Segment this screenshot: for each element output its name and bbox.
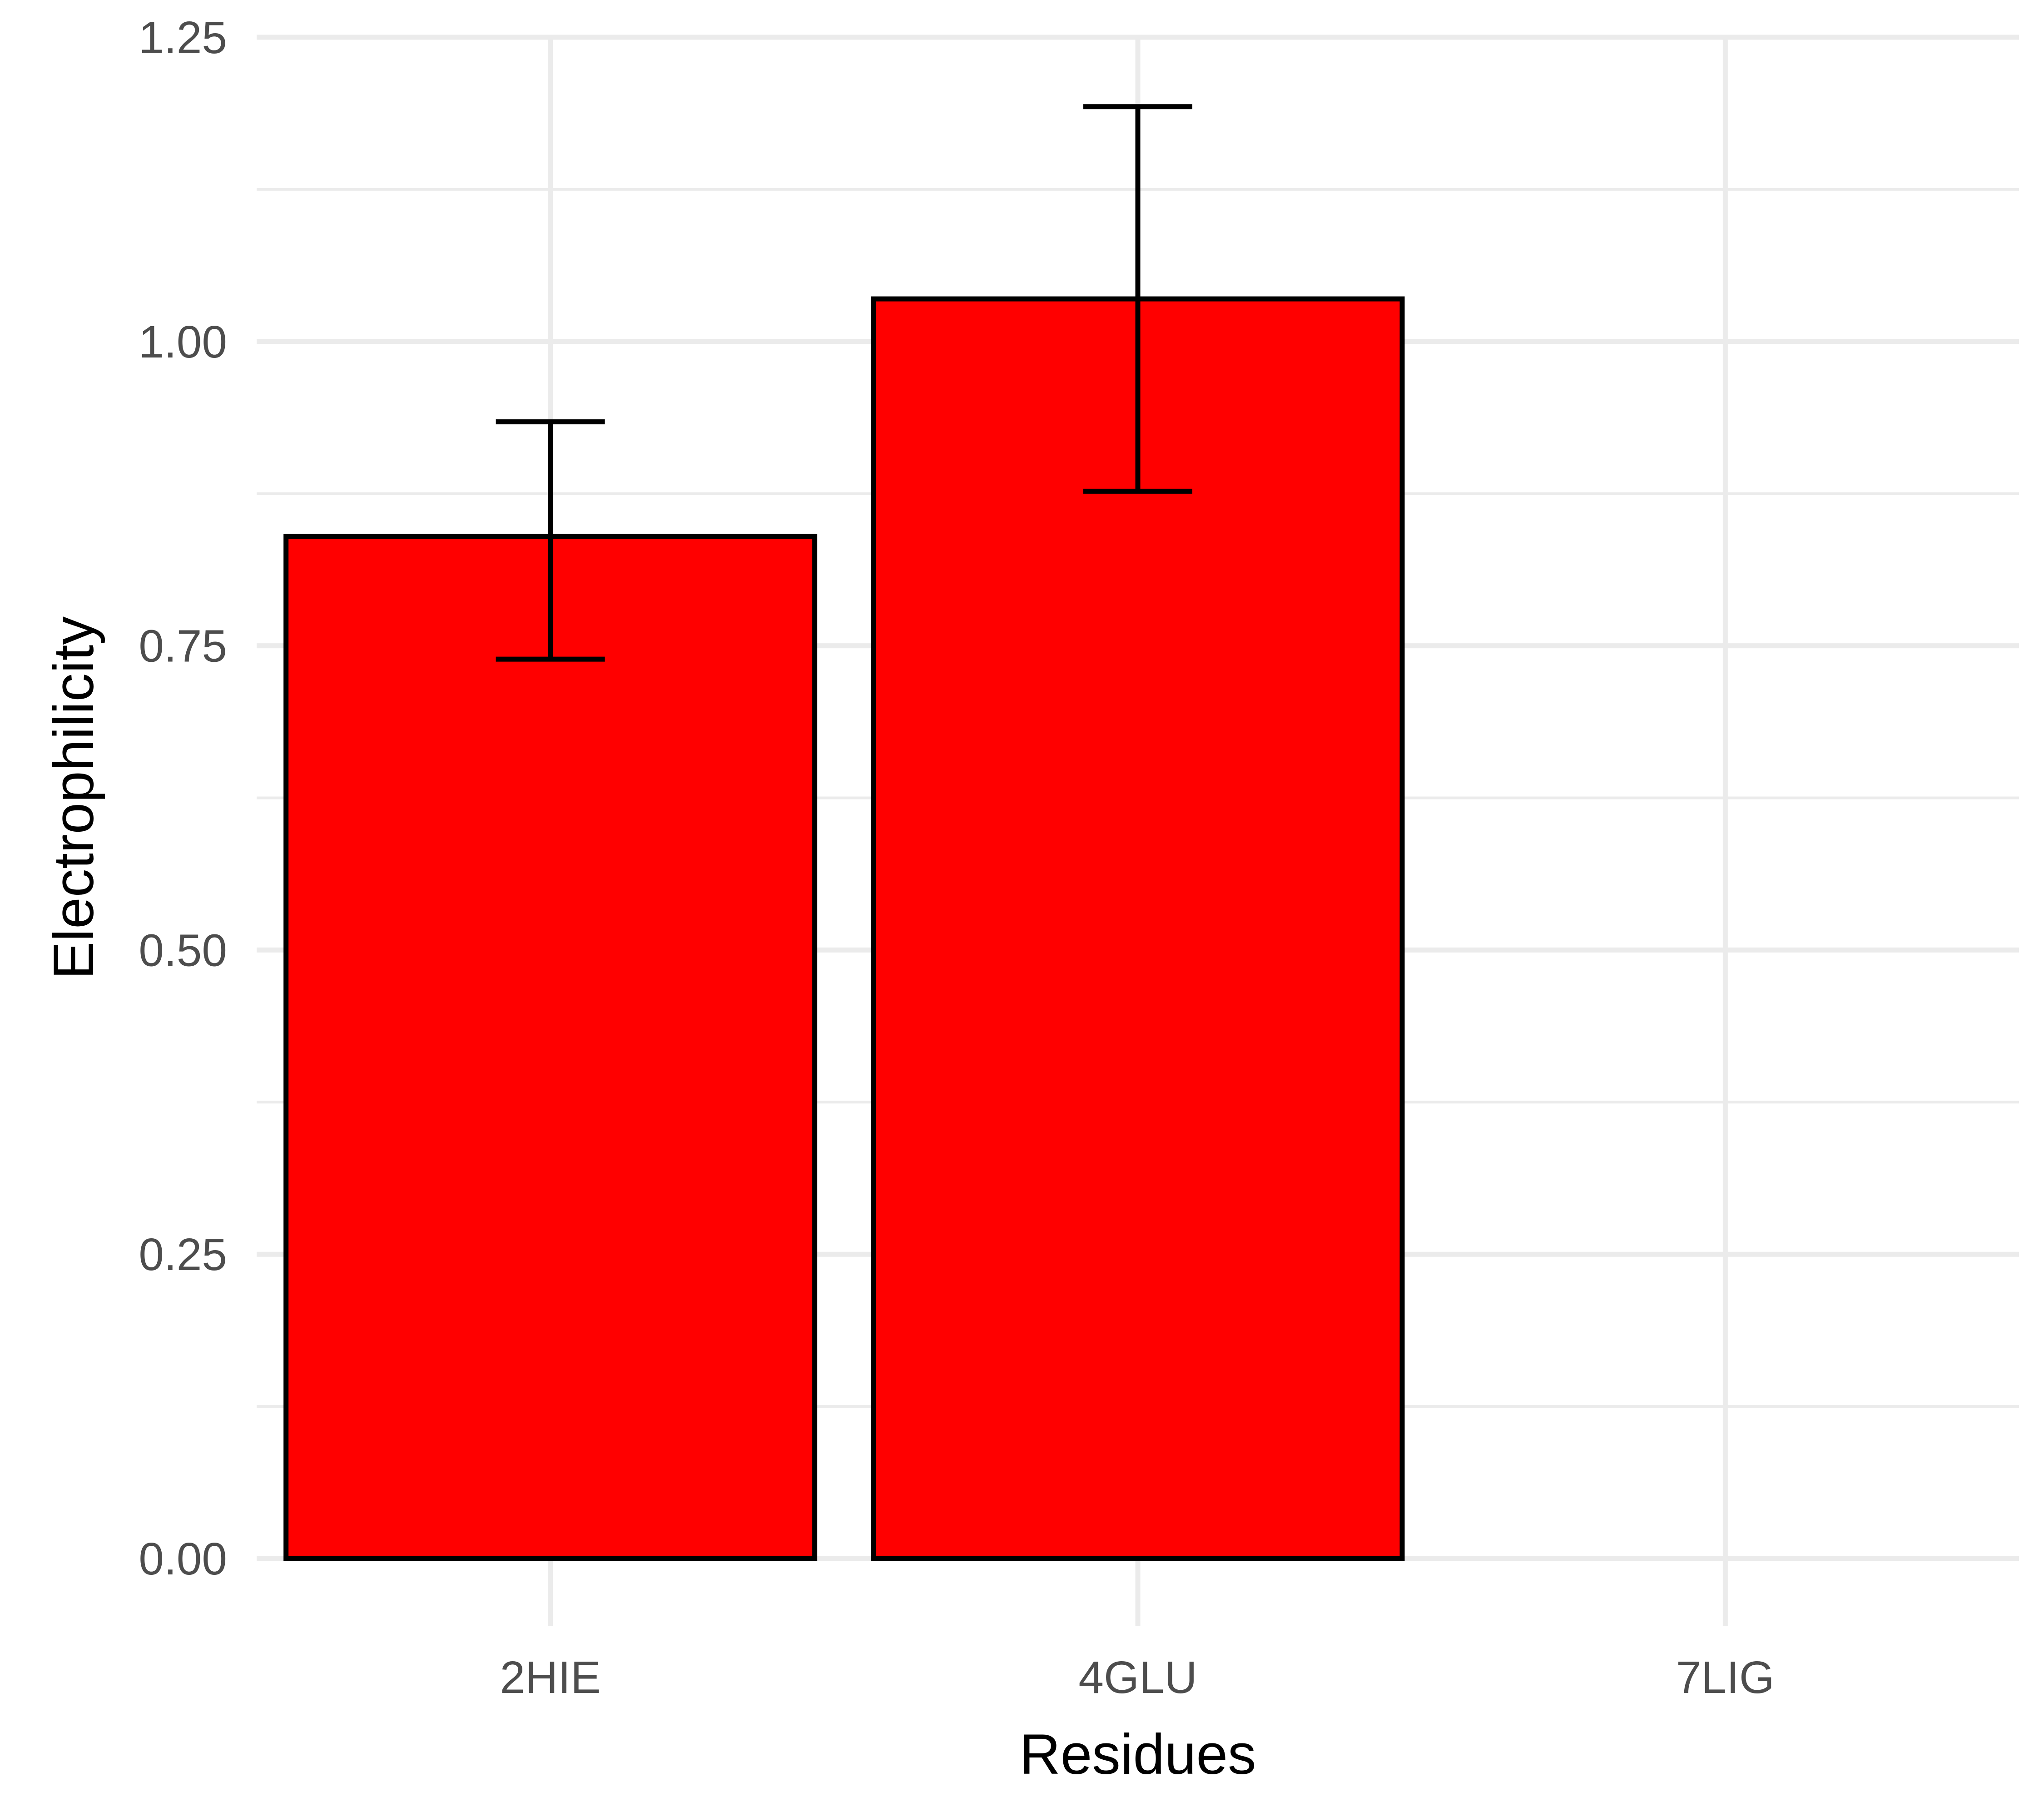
y-tick-label: 0.25 — [139, 1229, 227, 1280]
y-tick-label: 1.25 — [139, 12, 227, 63]
x-tick-label: 4GLU — [1078, 1652, 1197, 1703]
y-tick-label: 1.00 — [139, 317, 227, 367]
bar-4GLU — [871, 296, 1405, 1561]
x-tick-label: 7LIG — [1676, 1652, 1775, 1703]
x-tick-labels: 2HIE 4GLU 7LIG — [500, 1652, 1775, 1703]
y-tick-label: 0.75 — [139, 621, 227, 672]
y-tick-labels: 0.00 0.25 0.50 0.75 1.00 1.25 — [139, 12, 227, 1584]
x-axis-title: Residues — [1019, 1723, 1256, 1786]
error-bar-4GLU — [1083, 104, 1192, 494]
y-tick-label: 0.00 — [139, 1534, 227, 1584]
y-tick-label: 0.50 — [139, 925, 227, 976]
error-bar-2HIE — [496, 419, 605, 662]
bar-2HIE — [283, 533, 818, 1561]
y-axis-title: Electrophilicity — [42, 616, 105, 979]
bars — [283, 296, 1405, 1561]
x-tick-label: 2HIE — [500, 1652, 601, 1703]
error-bars — [496, 104, 1192, 662]
